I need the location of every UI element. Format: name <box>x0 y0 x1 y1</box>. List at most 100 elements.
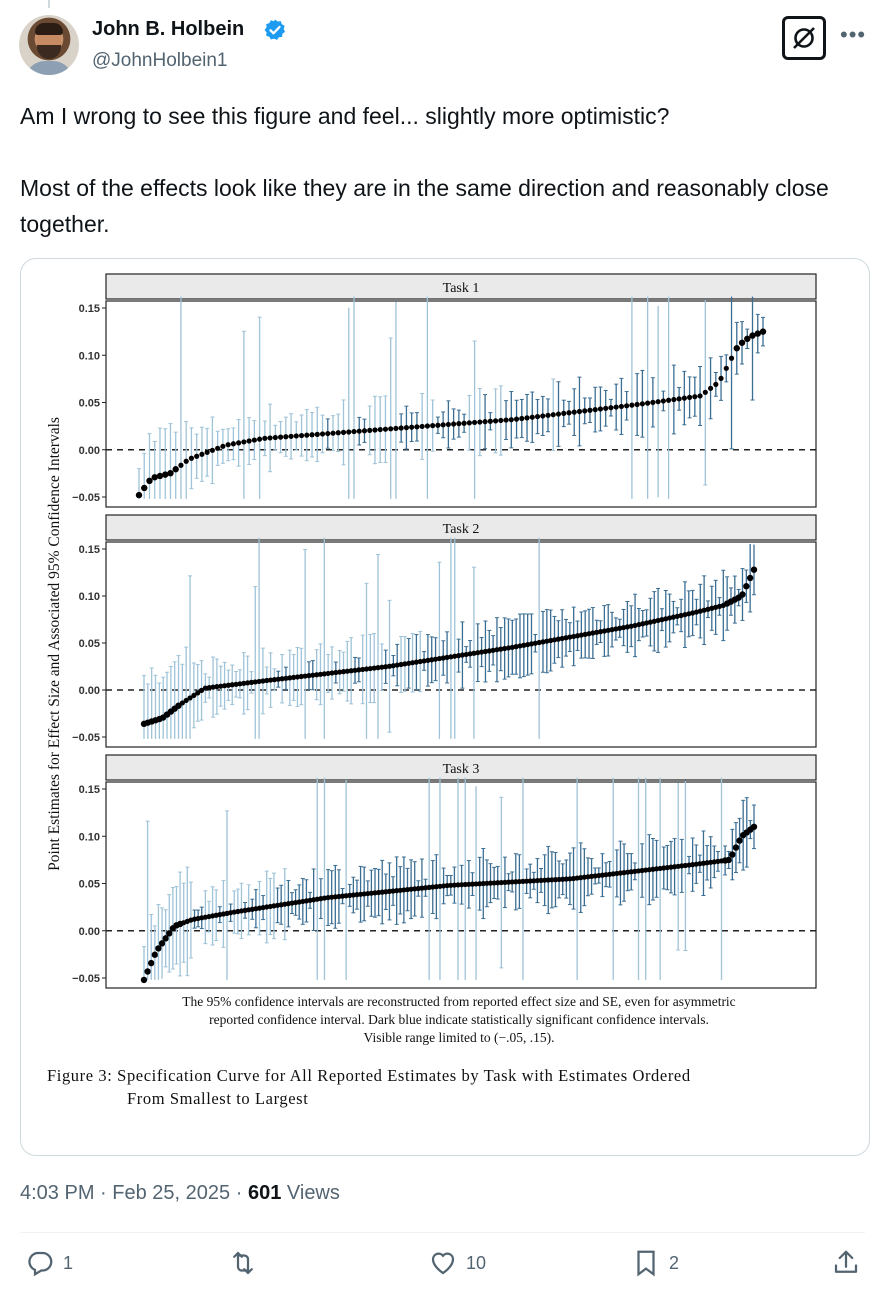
point-estimate <box>605 627 611 633</box>
reply-button[interactable]: 1 <box>25 1248 73 1278</box>
point-estimate <box>403 425 410 431</box>
point-estimate <box>487 418 493 424</box>
share-button[interactable] <box>831 1248 861 1278</box>
point-estimate <box>613 404 619 410</box>
panel-strip <box>105 754 817 781</box>
point-estimate <box>271 677 278 683</box>
panel-frame <box>105 541 817 748</box>
point-estimate <box>209 447 216 453</box>
point-estimate <box>617 625 623 631</box>
point-estimate <box>348 668 354 674</box>
point-estimate <box>262 435 268 441</box>
separator: · <box>100 1182 107 1204</box>
point-estimate <box>335 430 341 436</box>
point-estimate <box>198 687 205 693</box>
divider <box>20 1232 865 1233</box>
point-estimate <box>702 389 708 395</box>
point-estimate <box>509 644 515 650</box>
point-estimate <box>725 856 732 864</box>
point-estimate <box>517 643 523 649</box>
point-estimate <box>451 421 457 427</box>
point-estimate <box>236 440 242 446</box>
point-estimate <box>413 659 419 665</box>
like-button[interactable]: 10 <box>428 1248 486 1278</box>
grok-button[interactable] <box>782 16 826 60</box>
point-estimate <box>634 401 640 408</box>
y-axis-label: Point Estimates for Effect Size and Asso… <box>46 417 63 871</box>
point-estimate <box>256 678 262 685</box>
point-estimate <box>279 676 285 682</box>
point-estimate <box>555 636 561 642</box>
point-estimate <box>293 433 299 439</box>
author-name[interactable]: John B. Holbein <box>92 18 245 40</box>
point-estimate <box>237 681 243 687</box>
more-icon[interactable]: ••• <box>840 22 867 47</box>
point-estimate <box>551 637 558 643</box>
point-estimate <box>319 431 326 437</box>
point-estimate <box>436 655 443 662</box>
panel-title: Task 3 <box>443 762 480 777</box>
point-estimate <box>540 639 546 645</box>
author-handle[interactable]: @JohnHolbein1 <box>92 50 228 71</box>
point-estimate <box>440 655 446 661</box>
point-estimate <box>241 680 247 686</box>
point-estimate <box>388 426 394 432</box>
heart-icon <box>431 1252 455 1275</box>
y-tick-label: −0.05 <box>72 732 100 744</box>
tweet-date: Feb 25, 2025 <box>112 1182 231 1204</box>
point-estimate <box>409 424 415 430</box>
point-estimate <box>597 629 604 635</box>
point-estimate <box>309 432 315 438</box>
point-estimate <box>158 940 166 947</box>
point-estimate <box>563 635 569 641</box>
point-estimate <box>267 435 273 441</box>
point-estimate <box>294 674 301 680</box>
point-estimate <box>697 393 703 399</box>
point-estimate <box>386 663 393 669</box>
point-estimate <box>521 642 527 648</box>
point-estimate <box>743 583 750 590</box>
y-tick-label: 0.15 <box>79 544 100 556</box>
point-estimate <box>329 670 335 676</box>
tweet-media[interactable]: Task 1 0.15 0.10 0.05 0.00 −0.05 Task 2 0.15 0.1… <box>20 258 870 1156</box>
point-estimate <box>233 681 239 687</box>
point-estimate <box>540 413 546 419</box>
point-estimate <box>432 656 439 662</box>
point-estimate <box>146 477 153 485</box>
point-estimate <box>340 429 347 435</box>
point-estimate <box>215 445 221 451</box>
tweet-timestamp[interactable]: 4:03 PM · Feb 25, 2025 · 601 Views <box>20 1182 340 1205</box>
point-estimate <box>298 673 304 680</box>
point-estimate <box>519 415 525 422</box>
point-estimate <box>178 462 184 468</box>
point-estimate <box>187 695 193 701</box>
point-estimate <box>459 652 466 658</box>
point-estimate <box>482 419 488 425</box>
point-estimate <box>749 332 756 339</box>
point-estimate <box>229 682 235 688</box>
point-estimate <box>571 409 577 415</box>
point-estimate <box>330 430 336 436</box>
point-estimate <box>645 400 651 406</box>
point-estimate <box>351 428 357 435</box>
avatar[interactable] <box>19 15 79 75</box>
point-estimate <box>435 422 441 428</box>
point-estimate <box>555 411 562 417</box>
point-estimate <box>532 640 538 646</box>
point-estimate <box>574 633 581 639</box>
point-estimate <box>155 945 162 952</box>
bookmark-button[interactable]: 2 <box>631 1248 679 1278</box>
tweet-time: 4:03 PM <box>20 1182 95 1204</box>
point-estimate <box>582 408 588 414</box>
point-estimate <box>383 664 389 670</box>
point-estimate <box>382 426 389 432</box>
tweet-text: Am I wrong to see this figure and feel..… <box>20 98 865 242</box>
point-estimate <box>260 678 266 684</box>
point-estimate <box>490 647 496 653</box>
retweet-button[interactable] <box>228 1248 266 1278</box>
point-estimate <box>613 626 619 632</box>
point-estimate <box>344 668 350 674</box>
panel-frame <box>105 300 817 508</box>
avatar-shirt <box>25 61 73 75</box>
point-estimate <box>498 417 504 424</box>
